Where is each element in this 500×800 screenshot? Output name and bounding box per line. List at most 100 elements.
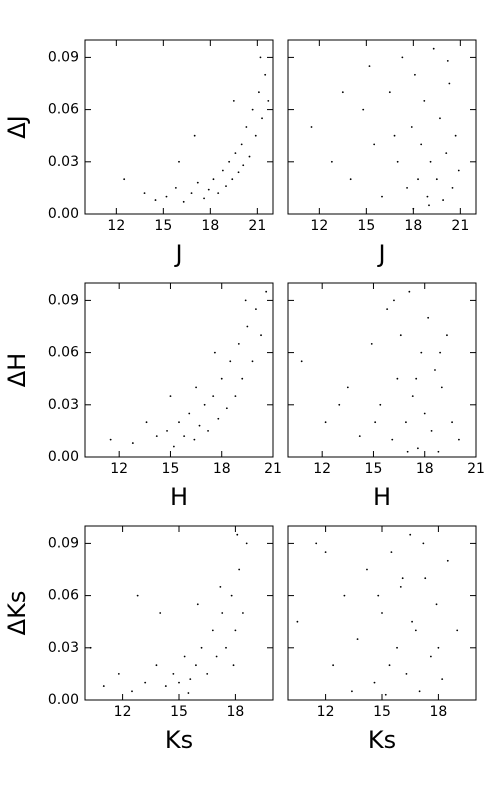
y-tick-label: 0.09 bbox=[48, 49, 79, 65]
point bbox=[225, 407, 228, 410]
point bbox=[261, 117, 263, 120]
point bbox=[172, 673, 175, 675]
point bbox=[373, 143, 376, 146]
x-axis-label: J bbox=[173, 240, 182, 268]
point bbox=[248, 155, 251, 158]
y-tick-label: 0.03 bbox=[48, 640, 79, 656]
point bbox=[446, 59, 449, 62]
point bbox=[242, 164, 245, 167]
point bbox=[373, 681, 376, 684]
point bbox=[349, 178, 352, 181]
point bbox=[109, 438, 112, 441]
point bbox=[374, 421, 377, 424]
point bbox=[408, 290, 411, 293]
x-tick-label: 15 bbox=[357, 218, 375, 234]
x-tick-label: 21 bbox=[451, 218, 469, 234]
y-tick-label: 0.03 bbox=[48, 397, 79, 413]
plot-frame bbox=[287, 39, 477, 215]
point bbox=[166, 430, 168, 432]
plot-frame bbox=[84, 525, 274, 701]
plot-frame bbox=[84, 39, 274, 215]
point bbox=[211, 629, 214, 632]
point bbox=[123, 178, 126, 181]
point bbox=[213, 351, 216, 354]
y-tick-label: 0.06 bbox=[48, 102, 79, 118]
x-tick-label: 12 bbox=[114, 704, 132, 720]
point bbox=[172, 445, 175, 448]
point bbox=[155, 435, 158, 438]
point bbox=[225, 185, 227, 188]
point bbox=[145, 421, 148, 424]
point bbox=[178, 421, 180, 424]
point bbox=[217, 192, 220, 195]
x-tick-label: 18 bbox=[429, 704, 447, 720]
point bbox=[195, 664, 197, 667]
point bbox=[362, 108, 365, 111]
point bbox=[236, 533, 239, 536]
point bbox=[225, 646, 227, 649]
point bbox=[384, 693, 387, 696]
point bbox=[237, 343, 240, 345]
x-axis-label: H bbox=[170, 483, 188, 511]
point bbox=[437, 646, 440, 649]
x-tick-label: 21 bbox=[467, 461, 485, 477]
point bbox=[406, 450, 409, 453]
point bbox=[165, 195, 168, 198]
point bbox=[356, 638, 359, 640]
point bbox=[183, 435, 186, 438]
point bbox=[255, 308, 257, 310]
point bbox=[189, 678, 192, 681]
x-tick-label: 18 bbox=[213, 461, 231, 477]
point bbox=[435, 603, 438, 606]
point bbox=[390, 551, 393, 553]
x-tick-label: 15 bbox=[162, 461, 180, 477]
point bbox=[379, 403, 382, 406]
point bbox=[296, 620, 299, 623]
y-tick-label: 0.09 bbox=[48, 292, 79, 308]
point bbox=[406, 187, 408, 189]
point bbox=[424, 577, 427, 580]
y-tick-label: 0.03 bbox=[48, 154, 79, 170]
point bbox=[258, 91, 260, 94]
point bbox=[178, 681, 180, 684]
point bbox=[244, 299, 247, 302]
point bbox=[164, 685, 167, 687]
point bbox=[405, 421, 407, 424]
x-tick-label: 12 bbox=[310, 218, 328, 234]
x-tick-label: 12 bbox=[317, 704, 335, 720]
point bbox=[351, 690, 353, 693]
point bbox=[221, 612, 224, 614]
point bbox=[451, 421, 453, 424]
point bbox=[429, 655, 432, 658]
point bbox=[451, 187, 454, 189]
point bbox=[427, 316, 430, 319]
y-tick-label: 0.00 bbox=[48, 692, 79, 708]
point bbox=[410, 126, 413, 128]
point bbox=[440, 386, 443, 389]
point bbox=[234, 395, 237, 397]
y-tick-label: 0.06 bbox=[48, 345, 79, 361]
point bbox=[144, 681, 147, 684]
x-tick-label: 18 bbox=[416, 461, 434, 477]
x-tick-label: 21 bbox=[264, 461, 282, 477]
point bbox=[457, 169, 460, 172]
point bbox=[423, 100, 426, 102]
point bbox=[401, 56, 404, 59]
point bbox=[237, 171, 240, 174]
point bbox=[131, 442, 134, 444]
point bbox=[196, 603, 199, 606]
point bbox=[212, 395, 215, 397]
point bbox=[396, 160, 399, 163]
point bbox=[324, 421, 327, 424]
point bbox=[405, 673, 408, 675]
x-tick-label: 15 bbox=[154, 218, 172, 234]
point bbox=[430, 430, 433, 432]
point bbox=[229, 360, 232, 363]
point bbox=[370, 343, 373, 345]
point bbox=[388, 91, 391, 94]
plot-frame bbox=[287, 282, 477, 458]
point bbox=[200, 646, 203, 649]
point bbox=[417, 178, 419, 181]
point bbox=[187, 692, 190, 694]
